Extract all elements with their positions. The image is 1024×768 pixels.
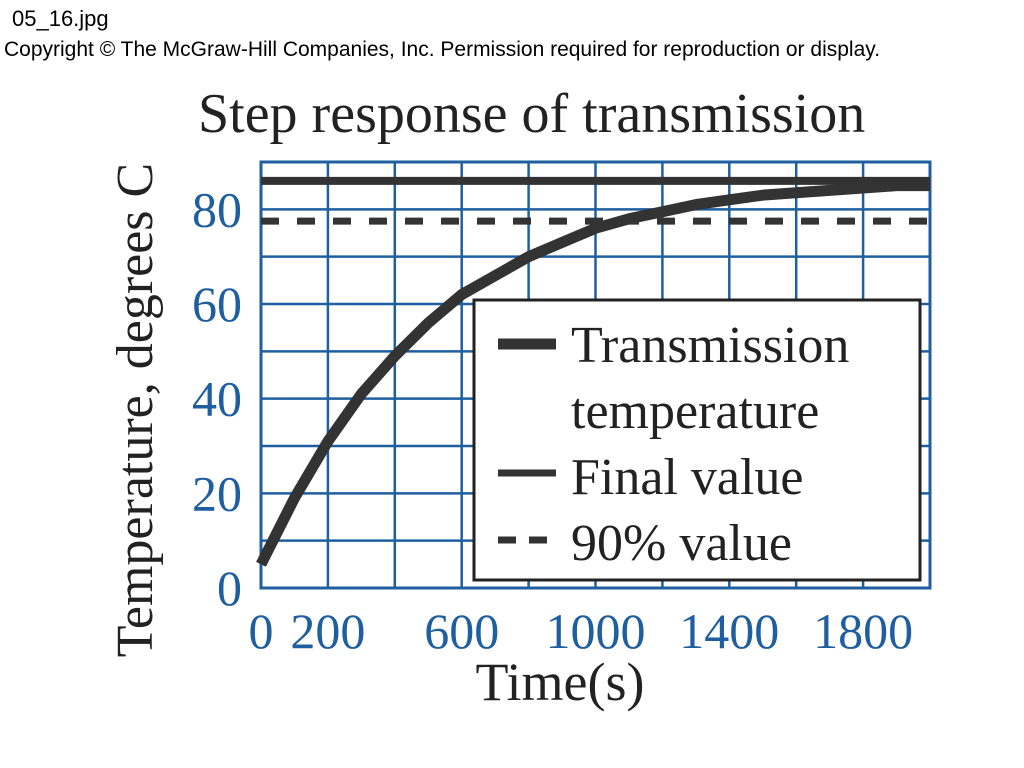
x-tick-label: 600: [424, 603, 499, 659]
y-tick-label: 40: [192, 371, 242, 427]
x-axis-label: Time(s): [475, 652, 644, 712]
y-tick-label: 0: [217, 560, 242, 616]
x-tick-label: 1000: [546, 603, 646, 659]
legend-label: Final value: [571, 449, 804, 506]
x-tick-label: 0: [249, 603, 274, 659]
legend-label: Transmission: [571, 317, 849, 374]
legend-label: 90% value: [571, 515, 792, 572]
y-tick-label: 80: [192, 181, 242, 237]
legend: Transmission temperature Final value 90% va…: [472, 298, 922, 582]
y-tick-label: 60: [192, 276, 242, 332]
chart-title: Step response of transmission: [198, 83, 865, 145]
copyright-notice: Copyright © The McGraw-Hill Companies, I…: [4, 38, 881, 61]
y-axis-label: Temperature, degrees C: [107, 163, 164, 657]
image-filename: 05_16.jpg: [12, 6, 109, 31]
plot-frame: [259, 160, 932, 590]
x-tick-label: 1800: [813, 603, 913, 659]
series-line-transmission-temperature: [256, 180, 930, 567]
x-tick-label: 200: [290, 603, 365, 659]
x-tick-label: 1400: [679, 603, 779, 659]
y-tick-label: 20: [192, 465, 242, 521]
legend-label: temperature: [571, 383, 819, 440]
